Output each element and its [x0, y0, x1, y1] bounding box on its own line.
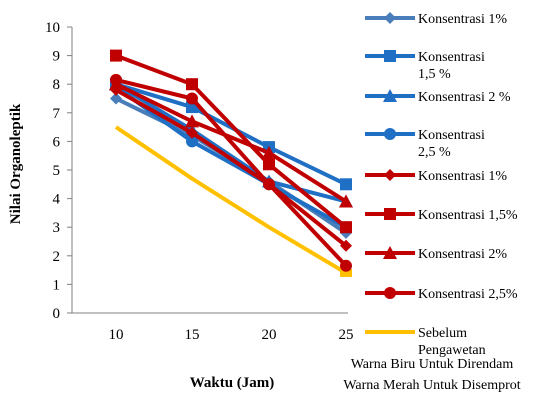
data-point	[263, 158, 275, 171]
series-6	[110, 49, 352, 234]
legend-label: Sebelum Pengawetan	[418, 326, 486, 358]
data-point	[340, 178, 352, 191]
legend-entry-2: Konsentrasi 1,5 %	[365, 50, 485, 82]
series-1	[110, 92, 352, 239]
data-point	[384, 128, 396, 140]
legend-entry-8: Konsentrasi 2,5%	[365, 287, 518, 302]
legend-entry-7: Konsentrasi 2%	[365, 246, 507, 262]
legend-label: Konsentrasi 2,5 %	[418, 128, 485, 160]
data-point	[110, 73, 122, 86]
data-point	[262, 145, 276, 159]
legend-entry-1: Konsentrasi 1%	[365, 12, 507, 27]
series-line	[114, 82, 347, 204]
data-point	[384, 208, 396, 220]
legend-label: Konsentrasi 1,5%	[418, 208, 518, 223]
legend: Konsentrasi 1% Konsentrasi 1,5 % Konsentras…	[365, 12, 518, 358]
y-tick-label: 7	[53, 106, 61, 122]
y-tick-label: 8	[53, 77, 61, 93]
data-point	[263, 178, 275, 191]
data-point	[384, 50, 396, 62]
x-tick-label: 20	[262, 327, 277, 343]
x-tick-label: 15	[185, 327, 200, 343]
data-point	[339, 194, 353, 208]
x-axis-ticks: 10 15 20 25	[109, 327, 354, 343]
data-point	[383, 89, 397, 102]
y-tick-label: 1	[53, 277, 61, 293]
note-red-disemprot: Warna Merah Untuk Disemprot	[343, 378, 520, 393]
y-tick-label: 6	[53, 134, 61, 150]
series-line	[115, 88, 348, 248]
x-tick-label: 10	[109, 327, 124, 343]
legend-entry-5: Konsentrasi 1%	[365, 169, 507, 184]
legend-entry-6: Konsentrasi 1,5%	[365, 208, 518, 223]
series-8	[110, 73, 352, 272]
data-point	[186, 78, 198, 91]
legend-label: Konsentrasi 2 %	[418, 90, 511, 105]
legend-label: Konsentrasi 1,5 %	[418, 50, 485, 82]
data-point	[340, 239, 352, 252]
y-tick-label: 9	[53, 49, 61, 65]
y-axis-title: Nilai Organoleptik	[8, 103, 24, 224]
legend-entry-9: Sebelum Pengawetan	[365, 326, 486, 358]
series-line	[115, 82, 348, 204]
series-line	[115, 53, 348, 229]
data-point	[340, 259, 352, 272]
legend-entry-3: Konsentrasi 2 %	[365, 89, 511, 105]
data-point	[384, 12, 396, 24]
data-point	[384, 169, 396, 181]
data-point	[384, 287, 396, 299]
y-tick-label: 5	[53, 163, 61, 179]
series-2	[110, 78, 352, 191]
series-line	[114, 125, 348, 275]
y-axis-ticks: 0 1 2 3 4 5 6 7 8 9 10	[45, 20, 72, 322]
data-point	[186, 135, 198, 148]
series-7	[109, 77, 353, 208]
y-tick-label: 2	[53, 249, 61, 265]
data-point	[186, 92, 198, 105]
y-tick-label: 3	[53, 220, 61, 236]
x-tick-label: 25	[339, 327, 354, 343]
x-axis-title: Waktu (Jam)	[190, 375, 275, 391]
series-9	[114, 125, 352, 277]
y-tick-label: 10	[45, 20, 60, 36]
legend-label: Konsentrasi 2%	[418, 247, 507, 262]
data-point	[340, 268, 352, 277]
data-point	[185, 114, 199, 128]
data-point	[340, 221, 352, 234]
data-point	[110, 92, 122, 105]
note-blue-direndam: Warna Biru Untuk Direndam	[351, 357, 514, 372]
y-tick-label: 0	[53, 306, 61, 322]
legend-label: Konsentrasi 1%	[418, 169, 507, 184]
data-point	[186, 126, 198, 139]
legend-label: Konsentrasi 1%	[418, 12, 507, 27]
series-line	[115, 77, 348, 268]
legend-entry-4: Konsentrasi 2,5 %	[365, 128, 485, 160]
series-layer	[109, 49, 353, 277]
legend-label: Konsentrasi 2,5%	[418, 287, 518, 302]
data-point	[110, 49, 122, 62]
data-point	[383, 246, 397, 259]
series-line	[114, 85, 347, 229]
y-tick-label: 4	[53, 192, 61, 208]
